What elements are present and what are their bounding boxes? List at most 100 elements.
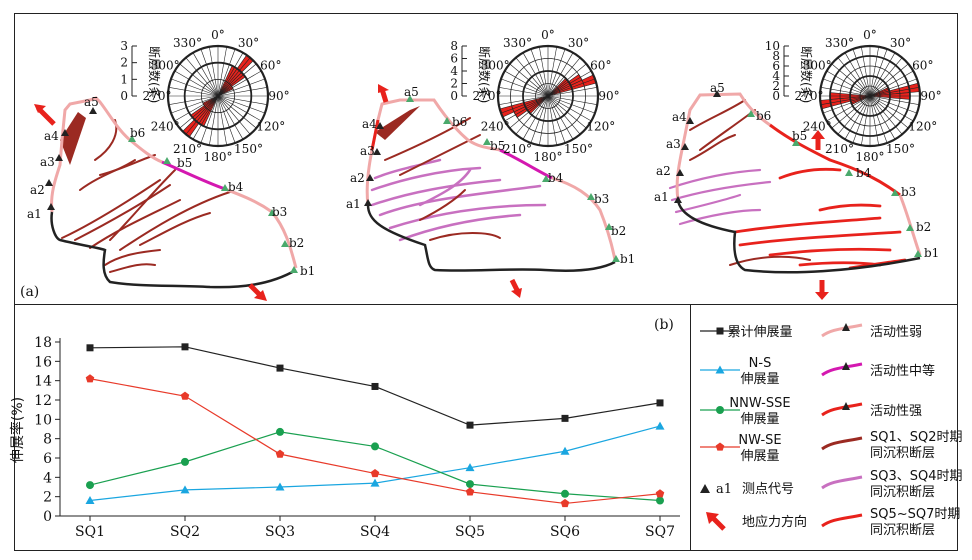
data-point [655, 421, 665, 430]
rose-angle-label: 240° [803, 120, 832, 134]
rose-angle-label: 270° [143, 89, 172, 103]
rose-scale-tick: 3 [120, 39, 128, 53]
rose-angle-label: 90° [598, 89, 619, 103]
legend-label: NW-SE [738, 433, 781, 448]
data-point [655, 489, 665, 498]
panel-b-label: (b) [654, 317, 674, 333]
rose-scale-tick: 0 [772, 89, 780, 103]
svg-text:b1: b1 [924, 246, 939, 260]
data-point [85, 496, 95, 505]
svg-text:b3: b3 [901, 185, 916, 199]
measure-points [45, 107, 97, 210]
legend-label: 活动性中等 [870, 363, 935, 379]
x-tick-label: SQ1 [75, 524, 105, 540]
rose-angle-label: 270° [795, 89, 824, 103]
data-point [370, 468, 380, 478]
svg-text:a5: a5 [710, 81, 725, 95]
rose-scale-tick: 8 [450, 39, 458, 53]
legend-label: SQ1、SQ2时期 [870, 430, 963, 445]
x-tick-label: SQ3 [265, 524, 295, 540]
y-tick-label: 4 [43, 470, 52, 486]
pt-b5: b5 [177, 156, 192, 170]
y-tick-label: 12 [34, 393, 52, 409]
legend-label: NNW-SSE [729, 396, 790, 411]
svg-text:b6: b6 [452, 115, 467, 129]
rose-angle-label: 330° [173, 36, 202, 50]
legend-label: 同沉积断层 [870, 523, 935, 538]
legend-label: 活动性弱 [870, 325, 922, 340]
rose-scale-tick: 1 [120, 72, 128, 86]
legend-item-5: a1 测点代号 [700, 482, 794, 497]
point-icon [700, 484, 710, 493]
rose-angle-label: 300° [151, 59, 180, 73]
rose-angle-label: 300° [481, 59, 510, 73]
data-point [656, 399, 664, 407]
pt-a4: a4 [44, 129, 59, 143]
data-point [276, 427, 284, 436]
rose-angle-label: 120° [908, 120, 937, 134]
svg-text:b6: b6 [756, 109, 771, 123]
basin-map-sq1-sq2: a1 a2 a3 a4 a5 b6 b5 b4 b3 b2 b1 [27, 95, 315, 301]
legend-label: 伸展量 [740, 412, 779, 427]
svg-text:b2: b2 [916, 220, 931, 234]
basin-map-sq3-sq4: a1 a2 a3 a4 a5 b6 b5 b4 b3 b2 b1 [346, 84, 635, 298]
data-point [370, 478, 380, 487]
data-point [561, 489, 569, 498]
faults-sq3-sq4 [370, 158, 547, 242]
data-point [181, 343, 189, 351]
legend-label: 测点代号 [742, 482, 794, 497]
legend-label: 伸展量 [740, 372, 779, 387]
data-point [371, 382, 379, 390]
data-point [466, 421, 474, 429]
data-point [560, 498, 570, 508]
rose-angle-label: 0° [541, 28, 555, 42]
legend-label: SQ3、SQ4时期 [870, 469, 963, 484]
svg-text:b5: b5 [490, 139, 505, 153]
pt-b3: b3 [272, 205, 287, 219]
figure-frame [14, 13, 958, 551]
y-tick-label: 6 [43, 451, 52, 467]
y-tick-label: 18 [34, 335, 52, 351]
rose-axis-label: 断层数(条) [477, 46, 492, 103]
data-point [86, 344, 94, 352]
data-point [656, 496, 664, 505]
rose-angle-label: 180° [856, 150, 885, 164]
svg-text:b5: b5 [792, 129, 807, 143]
pt-a5: a5 [84, 95, 99, 109]
data-point [465, 463, 475, 472]
data-point [715, 365, 725, 374]
legend2-item-1: 活动性弱 [821, 323, 922, 340]
rose-axis-label: 断层数(条) [147, 46, 162, 103]
rose-angle-label: 210° [825, 142, 854, 156]
y-tick-label: 8 [43, 432, 52, 448]
svg-text:a4: a4 [362, 117, 377, 131]
rose-scale-tick: 2 [120, 56, 128, 70]
data-point [560, 446, 570, 455]
legend-label: SQ5~SQ7时期 [870, 507, 960, 522]
legend-item-1: 累计伸展量 [700, 325, 793, 340]
rose-scale-tick: 2 [772, 79, 780, 93]
rose-angle-label: 210° [503, 142, 532, 156]
x-tick-label: SQ4 [360, 524, 390, 540]
svg-text:a1: a1 [346, 197, 361, 211]
svg-text:a2: a2 [656, 164, 671, 178]
fault-zone [60, 112, 86, 165]
rose-diagrams: 0°30°60°90°120°150°180°210°240°270°300°3… [120, 28, 941, 164]
legend2-item-2: 活动性中等 [821, 362, 935, 379]
x-tick-label: SQ5 [455, 524, 485, 540]
y-axis-label: 伸展率(%) [9, 397, 26, 463]
series-square [86, 343, 664, 429]
legend-label: 伸展量 [740, 449, 779, 464]
svg-text:a3: a3 [666, 137, 681, 151]
pt-a2: a2 [30, 183, 45, 197]
svg-text:a2: a2 [350, 171, 365, 185]
rose-angle-label: 30° [238, 36, 259, 50]
svg-text:a1: a1 [654, 190, 669, 204]
basin-map-sq5-sq7: a1 a2 a3 a4 a5 b6 b5 b4 b3 b2 b1 [654, 81, 939, 300]
